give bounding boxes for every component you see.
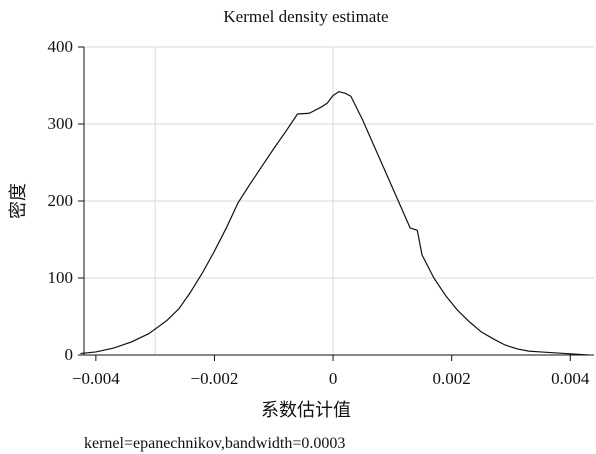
x-tick-label-3: 0.002 bbox=[433, 369, 471, 388]
x-tick-label-2: 0 bbox=[329, 369, 338, 388]
kernel-note: kernel=epanechnikov,bandwidth=0.0003 bbox=[84, 435, 345, 452]
x-tick-label-0: −0.004 bbox=[72, 369, 120, 388]
grid-layer bbox=[84, 46, 594, 356]
y-tick-label-1: 100 bbox=[48, 268, 74, 287]
y-tick-label-0: 0 bbox=[65, 345, 74, 364]
y-axis-label: 密度 bbox=[8, 183, 28, 219]
ticks-layer: 0 100 200 300 400 −0.004 −0.002 0 0.002 0.004 bbox=[48, 37, 590, 388]
x-tick-label-4: 0.004 bbox=[551, 369, 590, 388]
x-tick-label-1: −0.002 bbox=[191, 369, 239, 388]
chart-title: Kermel density estimate bbox=[223, 7, 388, 26]
y-tick-label-2: 200 bbox=[48, 191, 74, 210]
density-series-line-0 bbox=[80, 91, 589, 356]
y-tick-label-4: 400 bbox=[48, 37, 74, 56]
y-tick-label-3: 300 bbox=[48, 114, 74, 133]
series-layer bbox=[80, 91, 589, 356]
x-axis-label: 系数估计值 bbox=[261, 400, 351, 420]
